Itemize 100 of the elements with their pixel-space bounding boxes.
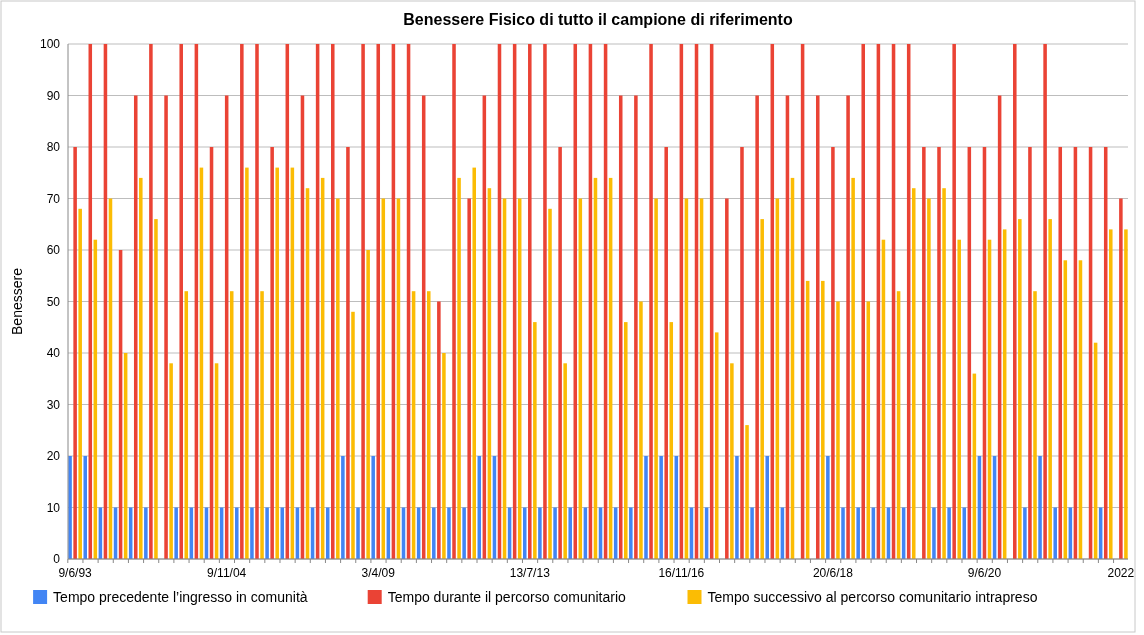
bar bbox=[942, 188, 946, 559]
bar bbox=[735, 456, 739, 559]
bar bbox=[1038, 456, 1042, 559]
bar bbox=[538, 507, 542, 559]
bar bbox=[351, 311, 355, 559]
bar bbox=[265, 507, 269, 559]
bar bbox=[144, 507, 148, 559]
legend-label: Tempo durante il percorso comunitario bbox=[387, 588, 627, 605]
bar bbox=[573, 44, 578, 559]
bar bbox=[957, 239, 961, 559]
x-tick-label: 9/11/04 bbox=[207, 566, 247, 580]
bar bbox=[346, 147, 350, 559]
bar bbox=[139, 177, 143, 559]
bar bbox=[851, 177, 855, 559]
bar bbox=[563, 363, 567, 559]
bar bbox=[371, 456, 375, 559]
bar bbox=[229, 291, 234, 559]
y-tick-label: 90 bbox=[46, 88, 61, 103]
y-tick-label: 60 bbox=[46, 243, 61, 258]
x-tick-label: 13/7/13 bbox=[509, 566, 551, 580]
bar bbox=[634, 95, 638, 559]
x-tick-label: 20/6/18 bbox=[812, 566, 854, 580]
y-tick-label: 50 bbox=[46, 294, 61, 309]
bar bbox=[922, 147, 926, 559]
bar bbox=[624, 322, 628, 559]
bar bbox=[442, 353, 446, 559]
bar bbox=[765, 456, 770, 559]
bar bbox=[856, 507, 860, 559]
bar bbox=[740, 147, 744, 559]
bar bbox=[280, 507, 285, 559]
x-tick-label: 2022 bbox=[1107, 566, 1135, 580]
bar bbox=[831, 147, 835, 559]
bar bbox=[1018, 219, 1022, 559]
legend-label: Tempo precedente l’ingresso in comunità bbox=[53, 588, 308, 605]
bar bbox=[169, 363, 173, 559]
bar bbox=[618, 95, 623, 559]
bar bbox=[1053, 507, 1057, 559]
bar bbox=[558, 147, 562, 559]
bar bbox=[275, 167, 279, 559]
bar bbox=[270, 147, 274, 559]
bar bbox=[1048, 219, 1052, 559]
bar bbox=[568, 507, 572, 559]
bar bbox=[553, 507, 557, 559]
bar bbox=[821, 280, 825, 559]
bar bbox=[826, 456, 830, 559]
bar bbox=[750, 507, 754, 559]
bar bbox=[1013, 44, 1017, 559]
y-tick-label: 0 bbox=[53, 552, 61, 567]
bar bbox=[452, 44, 456, 559]
bar bbox=[1028, 147, 1032, 559]
y-tick-label: 30 bbox=[46, 397, 61, 412]
bar bbox=[755, 95, 759, 559]
bar bbox=[1119, 198, 1123, 559]
bar bbox=[366, 250, 370, 559]
bar bbox=[245, 167, 249, 559]
bar bbox=[462, 507, 466, 559]
bar bbox=[528, 44, 532, 559]
bar bbox=[861, 44, 865, 559]
bar bbox=[1043, 44, 1047, 559]
bar bbox=[649, 44, 653, 559]
bar bbox=[250, 507, 254, 559]
bar bbox=[522, 507, 527, 559]
bar bbox=[664, 147, 668, 559]
chart-title: Benessere Fisico di tutto il campione di riferimento bbox=[403, 11, 793, 28]
bar bbox=[73, 147, 77, 559]
bar bbox=[947, 507, 951, 559]
x-tick-label: 3/4/09 bbox=[361, 566, 396, 580]
bar bbox=[467, 198, 471, 559]
bar bbox=[472, 167, 476, 559]
y-tick-label: 80 bbox=[46, 140, 61, 155]
bar bbox=[533, 322, 537, 559]
bar bbox=[164, 95, 168, 559]
bar bbox=[154, 219, 158, 559]
bar bbox=[361, 44, 365, 559]
bar bbox=[659, 456, 663, 559]
bar bbox=[1033, 291, 1037, 559]
bar bbox=[83, 456, 87, 559]
bar bbox=[78, 208, 82, 559]
bar bbox=[815, 95, 820, 559]
bar bbox=[745, 425, 749, 559]
bar bbox=[846, 95, 850, 559]
bar bbox=[937, 147, 941, 559]
y-tick-label: 40 bbox=[46, 346, 61, 361]
bar bbox=[174, 507, 178, 559]
y-tick-label: 20 bbox=[46, 449, 61, 464]
bar bbox=[184, 291, 189, 559]
x-tick-label: 9/6/93 bbox=[58, 566, 93, 580]
bar bbox=[644, 456, 648, 559]
bar bbox=[629, 507, 633, 559]
bar bbox=[911, 188, 916, 559]
bar bbox=[760, 219, 764, 559]
bar bbox=[725, 198, 729, 559]
y-tick-label: 70 bbox=[46, 191, 61, 206]
bar bbox=[1058, 147, 1063, 559]
bar bbox=[432, 507, 436, 559]
y-tick-label: 100 bbox=[39, 37, 61, 52]
x-tick-label: 9/6/20 bbox=[967, 566, 1002, 580]
bar bbox=[639, 301, 643, 559]
bar bbox=[548, 208, 552, 559]
bar bbox=[841, 507, 845, 559]
